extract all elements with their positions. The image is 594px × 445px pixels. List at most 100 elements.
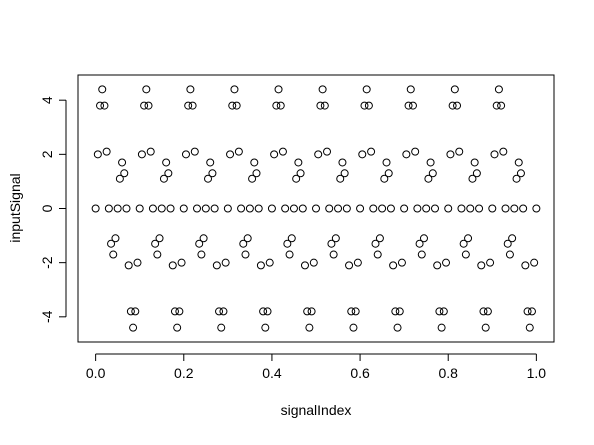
point [243, 234, 252, 243]
point [349, 323, 358, 332]
point [281, 204, 290, 213]
point [446, 150, 455, 159]
point [230, 85, 239, 94]
point [364, 101, 373, 110]
point [519, 204, 528, 213]
point [437, 323, 446, 332]
point [327, 239, 336, 248]
x-tick-label: 0.6 [350, 365, 370, 381]
point [483, 307, 492, 316]
point [300, 261, 309, 270]
point [188, 101, 197, 110]
point [532, 204, 541, 213]
point [371, 239, 380, 248]
point [129, 323, 138, 332]
point [287, 234, 296, 243]
point [208, 169, 217, 178]
point [157, 204, 166, 213]
point [389, 261, 398, 270]
point [314, 150, 323, 159]
point [378, 204, 387, 213]
point [226, 150, 235, 159]
point [413, 204, 422, 213]
point [490, 150, 499, 159]
point [181, 150, 190, 159]
x-tick-label: 0.4 [262, 365, 282, 381]
point [457, 204, 466, 213]
point [358, 150, 367, 159]
point [289, 204, 298, 213]
point [527, 307, 536, 316]
point [148, 204, 157, 213]
point [494, 85, 503, 94]
point [219, 307, 228, 316]
point [179, 204, 188, 213]
point [102, 147, 111, 156]
point [100, 101, 109, 110]
point [334, 204, 343, 213]
point [514, 158, 523, 167]
point [274, 85, 283, 94]
point [159, 174, 168, 183]
y-axis-label: inputSignal [7, 173, 23, 242]
point [267, 204, 276, 213]
point [153, 250, 162, 259]
point [131, 307, 140, 316]
point [397, 258, 406, 267]
point [402, 150, 411, 159]
point [477, 261, 486, 270]
point [367, 147, 376, 156]
point [464, 234, 473, 243]
point [521, 261, 530, 270]
point [318, 85, 327, 94]
point [204, 174, 213, 183]
point [168, 261, 177, 270]
point [455, 147, 464, 156]
point [118, 158, 127, 167]
point [155, 234, 164, 243]
point [270, 150, 279, 159]
point [142, 85, 151, 94]
y-tick-label: 2 [39, 150, 55, 158]
point [523, 307, 532, 316]
point [104, 204, 113, 213]
x-tick-label: 0.8 [438, 365, 458, 381]
point [486, 258, 495, 267]
point [173, 323, 182, 332]
point [325, 204, 334, 213]
point [285, 250, 294, 259]
point [417, 250, 426, 259]
point [373, 250, 382, 259]
point [283, 239, 292, 248]
point [223, 204, 232, 213]
point [331, 234, 340, 243]
point [347, 307, 356, 316]
point [144, 101, 153, 110]
point [479, 307, 488, 316]
point [505, 250, 514, 259]
point [472, 169, 481, 178]
point [272, 101, 281, 110]
point [342, 204, 351, 213]
point [510, 204, 519, 213]
point [248, 174, 257, 183]
point [250, 158, 259, 167]
point [448, 101, 457, 110]
point [259, 307, 268, 316]
y-tick-label: 0 [39, 204, 55, 212]
point [497, 101, 506, 110]
point [206, 158, 215, 167]
point [424, 174, 433, 183]
y-tick-label: 4 [39, 96, 55, 104]
x-tick-label: 1.0 [527, 365, 547, 381]
point [193, 204, 201, 213]
point [278, 147, 287, 156]
point [501, 204, 510, 213]
point [215, 307, 224, 316]
point [408, 101, 417, 110]
point [380, 174, 389, 183]
point [382, 158, 391, 167]
plot-box [77, 74, 555, 343]
point [162, 158, 171, 167]
point [329, 250, 338, 259]
